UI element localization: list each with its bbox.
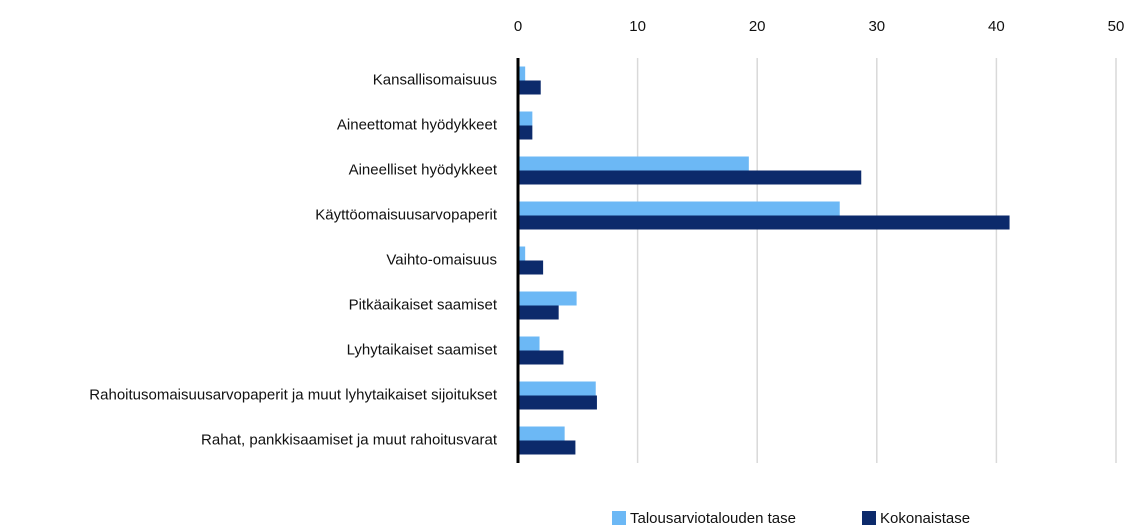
bar — [518, 80, 541, 95]
bar — [518, 66, 526, 81]
y-tick-label: Rahoitusomaisuusarvopaperit ja muut lyhy… — [89, 386, 498, 403]
y-tick-label: Kansallisomaisuus — [373, 71, 497, 88]
legend-swatch — [862, 511, 876, 525]
legend-label: Talousarviotalouden tase — [630, 510, 796, 527]
y-tick-label: Aineelliset hyödykkeet — [349, 161, 498, 178]
x-tick-label: 40 — [988, 18, 1005, 35]
legend-swatch — [612, 511, 626, 525]
bar — [518, 111, 533, 126]
y-tick-label: Pitkäaikaiset saamiset — [349, 296, 498, 313]
bar — [518, 381, 596, 396]
bar — [518, 395, 597, 410]
y-tick-label: Lyhytaikaiset saamiset — [347, 341, 498, 358]
bar — [518, 215, 1010, 230]
bar — [518, 305, 559, 320]
x-tick-label: 30 — [868, 18, 885, 35]
bar — [518, 350, 564, 365]
y-tick-label: Rahat, pankkisaamiset ja muut rahoitusva… — [201, 431, 498, 448]
bar — [518, 170, 862, 185]
y-tick-label: Vaihto-omaisuus — [386, 251, 497, 268]
bar — [518, 201, 840, 216]
bar — [518, 440, 576, 455]
bar — [518, 156, 749, 171]
x-tick-label: 50 — [1108, 18, 1125, 35]
legend-label: Kokonaistase — [880, 510, 970, 527]
bar — [518, 125, 533, 140]
y-tick-label: Käyttöomaisuusarvopaperit — [315, 206, 498, 223]
bar — [518, 260, 544, 275]
x-tick-label: 0 — [514, 18, 522, 35]
bar — [518, 336, 540, 351]
bar — [518, 246, 526, 261]
bar — [518, 291, 577, 306]
y-tick-label: Aineettomat hyödykkeet — [337, 116, 498, 133]
x-tick-label: 20 — [749, 18, 766, 35]
bar — [518, 426, 565, 441]
x-tick-label: 10 — [629, 18, 646, 35]
